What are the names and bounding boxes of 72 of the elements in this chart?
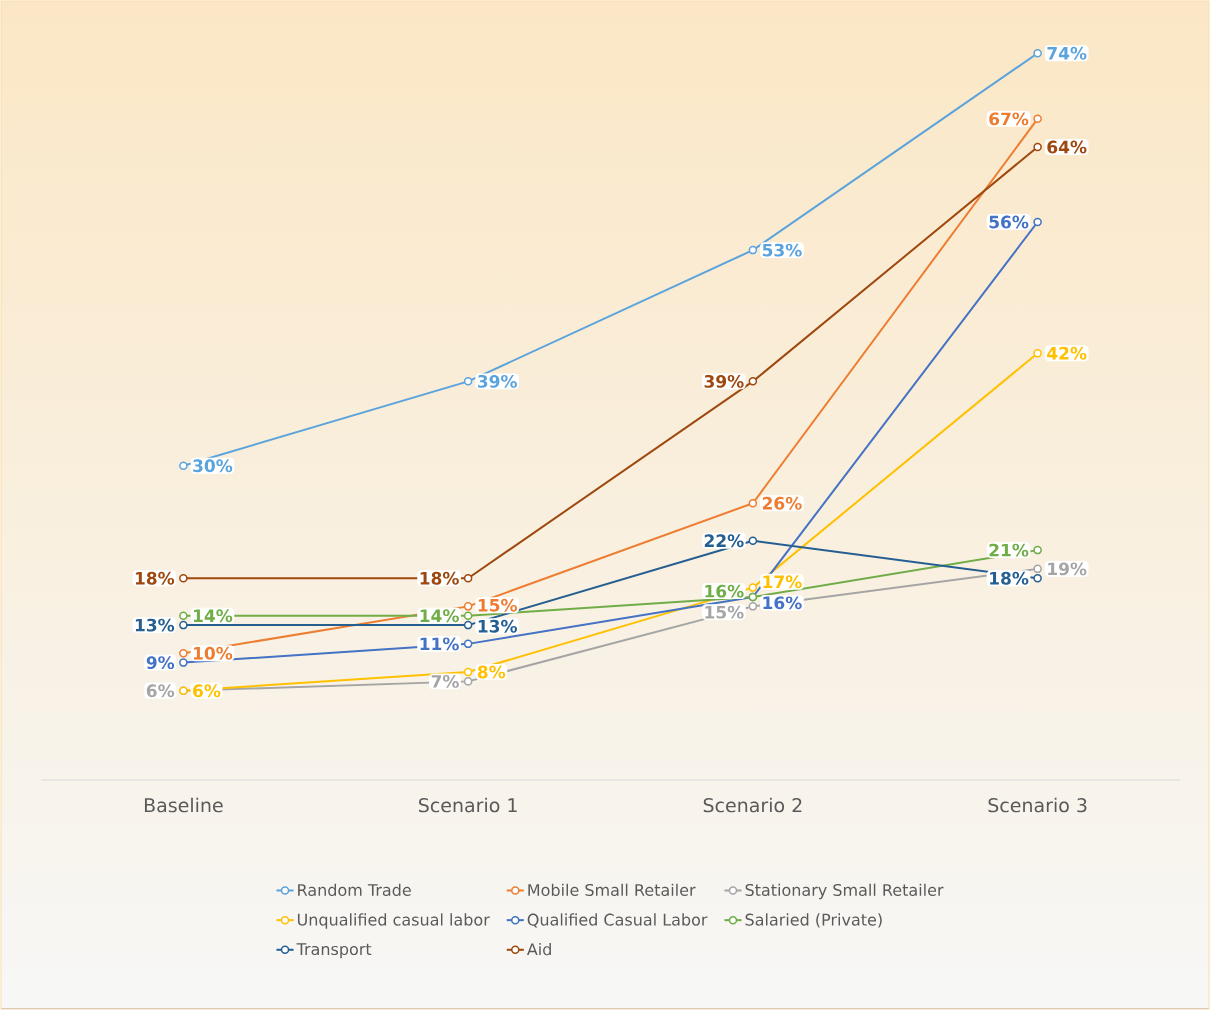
point [179,611,188,620]
point [179,649,188,658]
point [1033,545,1042,555]
legend-label: Unqualified casual labor [297,913,490,929]
data-label: 18% [135,571,175,585]
data-label: 16% [763,596,802,610]
data-label: 64% [1047,140,1087,154]
point [179,574,188,583]
x-tick-label: Scenario 2 [703,797,802,813]
point [1033,349,1042,358]
data-label: 74% [1047,46,1087,60]
point [748,245,758,255]
data-label: 22% [704,534,744,548]
data-label: 26% [762,496,802,510]
data-label: 9% [146,656,175,670]
data-label: 67% [989,112,1029,126]
point [463,667,473,677]
data-label: 56% [989,215,1029,229]
data-label: 11% [420,637,459,651]
data-label: 14% [420,609,459,623]
point [463,620,473,630]
data-label: 10% [193,646,233,660]
point [748,583,758,592]
data-label: 17% [763,575,802,589]
point [748,536,758,545]
data-label: 15% [705,605,744,619]
point [748,377,758,386]
data-label: 7% [431,674,459,688]
point [748,499,758,508]
data-label: 14% [193,609,233,623]
legend-label: Salaried (Private) [745,913,882,928]
data-label: 53% [762,243,802,257]
data-label: 18% [990,571,1029,585]
data-label: 39% [477,374,517,388]
point [463,611,473,620]
point [1033,564,1042,574]
data-label: 19% [1048,562,1087,576]
point [1033,142,1042,152]
x-tick-label: Scenario 1 [419,797,517,813]
legend-label: Aid [526,942,551,956]
data-label: 42% [1047,346,1087,360]
point [1033,48,1042,58]
point [179,461,188,470]
point [1033,217,1042,227]
point [463,602,473,611]
data-label: 16% [705,584,744,598]
data-label: 8% [477,665,506,679]
data-label: 18% [420,571,459,585]
point [1033,574,1042,583]
data-label: 39% [704,374,744,388]
point [463,574,473,583]
data-label: 21% [989,543,1029,557]
x-tick-label: Baseline [144,797,223,813]
point [463,639,473,649]
legend-label: Random Trade [298,883,411,897]
data-label: 30% [193,459,233,473]
data-label: 15% [478,598,517,612]
point [1033,114,1042,124]
point [748,602,758,611]
legend-label: Stationary Small Retailer [745,883,944,900]
data-label: 6% [193,684,221,698]
data-label: 6% [146,684,175,698]
point [463,677,473,686]
legend-label: Transport [296,943,372,959]
data-label: 13% [135,618,175,632]
point [179,620,188,630]
x-tick-label: Scenario 3 [988,797,1087,813]
legend-label: Qualified Casual Labor [527,913,708,928]
data-label: 13% [478,619,517,633]
legend-label: Mobile Small Retailer [528,883,696,897]
point [463,377,473,386]
point [179,658,188,667]
